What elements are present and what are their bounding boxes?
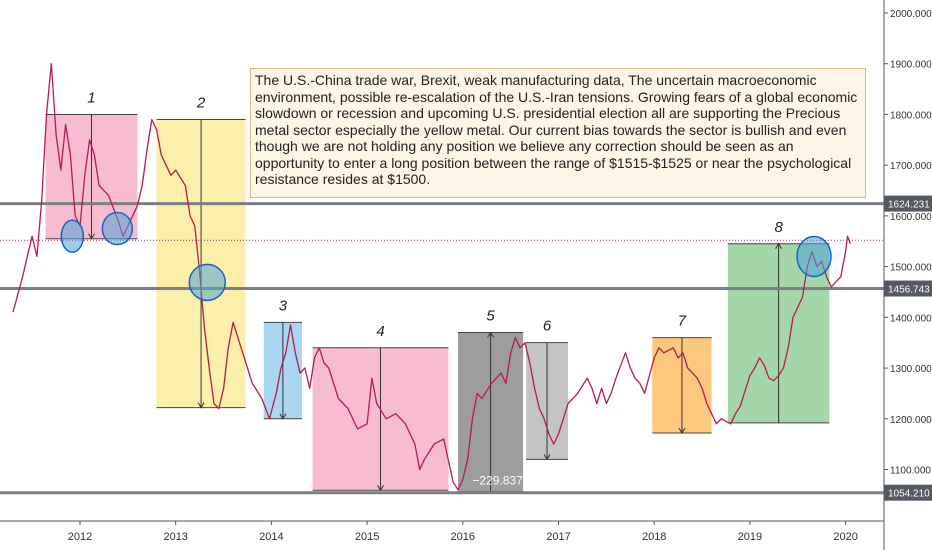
level-badge-label-1: 1456.743: [888, 285, 930, 296]
highlight-circle-0: [60, 219, 85, 253]
zone-label-7: 7: [678, 313, 687, 330]
x-tick-label-7: 2019: [738, 531, 762, 543]
y-axis-panel: [884, 0, 932, 550]
level-badge-2: [884, 484, 932, 501]
x-tick-label-8: 2020: [833, 531, 857, 543]
zone-3-arrowhead: [279, 413, 287, 420]
highlight-circle-3: [796, 235, 832, 278]
circle-layer: −229.837: [60, 211, 832, 488]
x-axis-panel: [0, 521, 884, 550]
x-tick-label-3: 2015: [355, 531, 379, 543]
zone-5-arrowhead: [487, 331, 494, 338]
zone-label-1: 1: [87, 89, 95, 106]
zone-4-arrowhead: [377, 485, 384, 492]
level-badge-0: [884, 195, 932, 212]
zone-6-arrowhead: [543, 454, 551, 461]
x-tick-label-6: 2018: [642, 531, 666, 543]
level-badge-label-0: 1624.231: [888, 200, 930, 211]
change-annotation: −229.837: [472, 474, 523, 488]
level-badge-label-2: 1054.210: [888, 489, 930, 500]
x-tick-label-4: 2016: [451, 531, 475, 543]
zone-2-arrowhead: [197, 402, 205, 409]
x-tick-label-1: 2013: [163, 531, 187, 543]
y-tick-label-6: 1400.000: [890, 313, 932, 324]
zone-label-8: 8: [774, 219, 783, 236]
zone-1-arrowhead: [88, 233, 95, 240]
highlight-circle-1: [101, 211, 134, 246]
zone-label-3: 3: [279, 297, 288, 314]
zones-layer: 1 2 3 4 5 6 7 8: [45, 89, 830, 493]
zone-7-arrowhead: [678, 427, 686, 434]
price-layer: [12, 63, 852, 491]
zone-8-arrowhead: [775, 242, 783, 250]
y-tick-label-3: 1700.000: [890, 161, 932, 172]
y-tick-label-8: 1200.000: [890, 415, 932, 426]
y-tick-label-9: 1100.000: [890, 465, 931, 476]
y-tick-label-1: 1900.000: [890, 60, 932, 71]
levels-layer: [0, 202, 884, 495]
zone-label-2: 2: [196, 95, 206, 112]
level-badge-1: [884, 280, 932, 297]
y-tick-label-5: 1500.000: [890, 263, 932, 274]
zone-label-4: 4: [376, 323, 384, 340]
y-tick-label-4: 1600.000: [890, 212, 932, 223]
x-tick-label-2: 2014: [259, 531, 283, 543]
x-tick-label-5: 2017: [546, 531, 570, 543]
highlight-circle-2: [188, 263, 227, 302]
price-series: [12, 63, 852, 491]
zone-label-6: 6: [543, 318, 552, 335]
analysis-note: The U.S.-China trade war, Brexit, weak m…: [250, 68, 866, 198]
zone-label-5: 5: [486, 308, 495, 325]
y-tick-label-0: 2000.000: [890, 9, 932, 20]
x-tick-label-0: 2012: [68, 531, 92, 543]
y-tick-label-7: 1300.000: [890, 364, 932, 375]
y-tick-label-2: 1800.000: [890, 110, 932, 121]
